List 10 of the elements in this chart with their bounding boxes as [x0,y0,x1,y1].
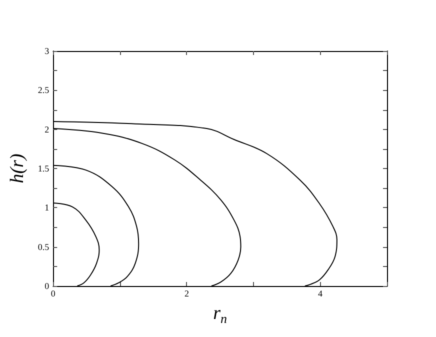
y-tick-label: 2.5 [38,85,50,96]
y-tick-label: 1 [44,202,50,213]
y-tick-label: 2 [44,124,50,134]
y-tick-label: 0 [44,281,50,291]
y-tick-label: 1.5 [38,164,50,174]
y-tick-label: 0.5 [38,242,50,252]
x-tick-label: 4 [318,288,323,298]
y-axis-title: h(r) [7,154,28,184]
y-tick-label: 3 [44,46,50,56]
x-tick-label: 2 [184,288,189,298]
